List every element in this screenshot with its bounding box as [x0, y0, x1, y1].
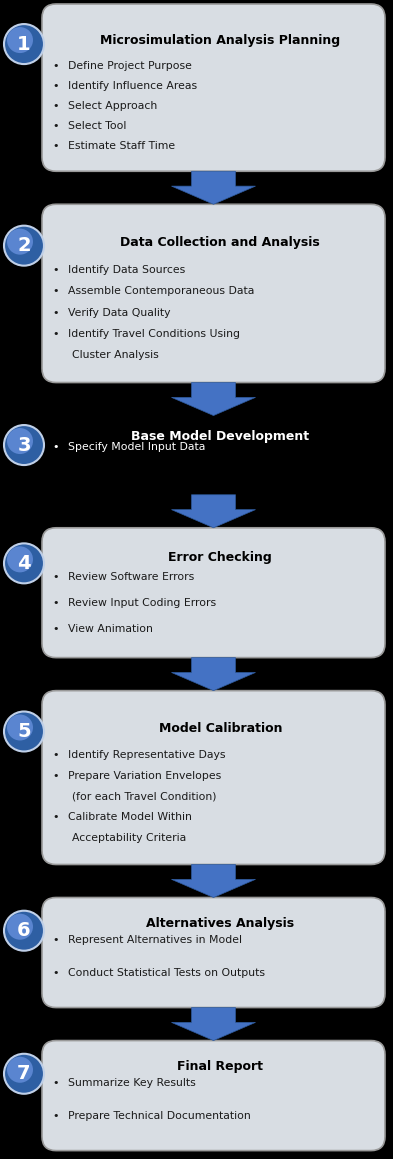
Text: Base Model Development: Base Model Development: [131, 430, 309, 443]
Circle shape: [7, 1057, 33, 1083]
Polygon shape: [171, 172, 255, 204]
FancyBboxPatch shape: [42, 204, 385, 382]
Circle shape: [4, 911, 44, 950]
Text: •: •: [53, 812, 59, 823]
Text: Identify Travel Conditions Using: Identify Travel Conditions Using: [68, 329, 240, 340]
Text: Conduct Statistical Tests on Outputs: Conduct Statistical Tests on Outputs: [68, 968, 265, 978]
Text: •: •: [53, 598, 59, 608]
Polygon shape: [171, 1007, 255, 1041]
Text: Alternatives Analysis: Alternatives Analysis: [146, 917, 294, 931]
Text: Model Calibration: Model Calibration: [159, 722, 282, 735]
Text: •: •: [53, 329, 59, 340]
Circle shape: [4, 544, 44, 583]
Polygon shape: [171, 495, 255, 527]
Text: •: •: [53, 265, 59, 275]
Text: •: •: [53, 121, 59, 131]
FancyBboxPatch shape: [42, 691, 385, 865]
Text: Review Input Coding Errors: Review Input Coding Errors: [68, 598, 216, 608]
Text: •: •: [53, 1078, 59, 1088]
Text: Cluster Analysis: Cluster Analysis: [72, 350, 159, 360]
Polygon shape: [171, 382, 255, 416]
FancyBboxPatch shape: [42, 527, 385, 657]
Text: •: •: [53, 443, 59, 452]
Text: 7: 7: [17, 1064, 31, 1084]
Text: •: •: [53, 141, 59, 151]
Text: •: •: [53, 771, 59, 781]
Text: •: •: [53, 101, 59, 111]
Text: View Animation: View Animation: [68, 624, 153, 634]
Text: Identify Data Sources: Identify Data Sources: [68, 265, 185, 275]
Text: Define Project Purpose: Define Project Purpose: [68, 61, 192, 71]
Text: •: •: [53, 624, 59, 634]
Text: Identify Representative Days: Identify Representative Days: [68, 750, 226, 760]
Text: •: •: [53, 307, 59, 318]
Circle shape: [4, 1054, 44, 1094]
Circle shape: [7, 913, 33, 940]
Polygon shape: [171, 657, 255, 691]
Text: •: •: [53, 750, 59, 760]
Text: •: •: [53, 571, 59, 582]
Circle shape: [4, 226, 44, 265]
Circle shape: [7, 228, 33, 255]
Text: Final Report: Final Report: [177, 1060, 263, 1073]
Text: •: •: [53, 81, 59, 90]
Text: Review Software Errors: Review Software Errors: [68, 571, 194, 582]
Text: •: •: [53, 968, 59, 978]
Circle shape: [4, 712, 44, 751]
Text: 2: 2: [17, 236, 31, 255]
FancyBboxPatch shape: [42, 1041, 385, 1151]
Text: 6: 6: [17, 921, 31, 940]
Text: Select Tool: Select Tool: [68, 121, 127, 131]
Text: •: •: [53, 61, 59, 71]
Circle shape: [4, 425, 44, 465]
Text: Data Collection and Analysis: Data Collection and Analysis: [121, 236, 320, 249]
Circle shape: [7, 546, 33, 573]
Text: •: •: [53, 935, 59, 945]
Polygon shape: [171, 865, 255, 897]
Text: 1: 1: [17, 35, 31, 53]
Circle shape: [7, 27, 33, 53]
Text: 4: 4: [17, 554, 31, 573]
Text: Specify Model Input Data: Specify Model Input Data: [68, 443, 206, 452]
Text: Represent Alternatives in Model: Represent Alternatives in Model: [68, 935, 242, 945]
Text: 3: 3: [17, 436, 31, 454]
Text: Prepare Technical Documentation: Prepare Technical Documentation: [68, 1111, 251, 1121]
Text: Assemble Contemporaneous Data: Assemble Contemporaneous Data: [68, 286, 254, 297]
Text: Summarize Key Results: Summarize Key Results: [68, 1078, 196, 1088]
Text: •: •: [53, 286, 59, 297]
Text: Estimate Staff Time: Estimate Staff Time: [68, 141, 175, 151]
Circle shape: [7, 428, 33, 454]
Text: Identify Influence Areas: Identify Influence Areas: [68, 81, 197, 90]
Text: Prepare Variation Envelopes: Prepare Variation Envelopes: [68, 771, 221, 781]
Circle shape: [7, 714, 33, 741]
Text: Acceptability Criteria: Acceptability Criteria: [72, 833, 186, 844]
Text: •: •: [53, 1111, 59, 1121]
Text: Error Checking: Error Checking: [169, 552, 272, 564]
Circle shape: [4, 24, 44, 64]
FancyBboxPatch shape: [42, 3, 385, 172]
Text: Microsimulation Analysis Planning: Microsimulation Analysis Planning: [100, 34, 340, 48]
Text: Select Approach: Select Approach: [68, 101, 157, 111]
Text: (for each Travel Condition): (for each Travel Condition): [72, 792, 217, 802]
Text: 5: 5: [17, 722, 31, 741]
FancyBboxPatch shape: [42, 897, 385, 1007]
Text: Verify Data Quality: Verify Data Quality: [68, 307, 171, 318]
Text: Calibrate Model Within: Calibrate Model Within: [68, 812, 192, 823]
